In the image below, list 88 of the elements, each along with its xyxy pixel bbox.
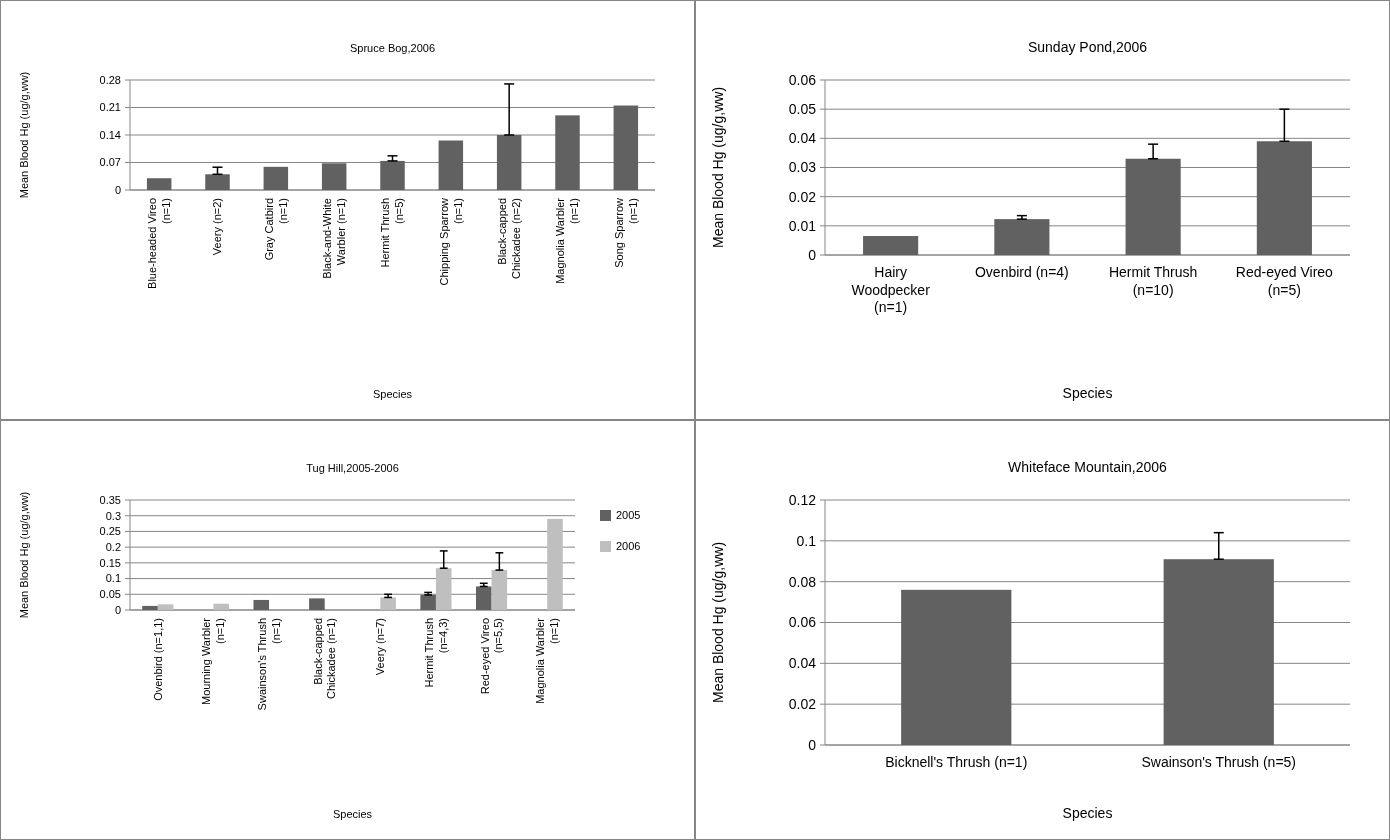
bar	[157, 604, 174, 610]
x-tick-label: Song Sparrow (n=1)	[612, 197, 639, 268]
y-tick-label: 0.05	[788, 101, 817, 118]
bar	[555, 115, 580, 190]
x-axis-title: Species	[332, 808, 373, 820]
y-axis-title: Mean Blood Hg (ug/g,ww)	[710, 541, 726, 704]
y-tick-label: 0.1	[105, 572, 121, 585]
x-tick-label: Hermit Thrush (n=10)	[1108, 264, 1198, 298]
x-tick-label: Blue-headed Vireo (n=1)	[146, 198, 172, 289]
bar	[146, 178, 172, 190]
x-axis-title: Species	[1062, 805, 1113, 821]
x-tick-label: Bicknell's Thrush (n=1)	[885, 754, 1028, 770]
bar	[263, 166, 289, 190]
x-tick-label: Black-and-White Warbler (n=1)	[321, 198, 347, 279]
x-tick-label: Veery (n=7)	[374, 618, 387, 676]
y-tick-label: 0.04	[788, 130, 817, 147]
x-tick-label: Chipping Sparrow (n=1)	[437, 197, 464, 286]
bar	[205, 174, 230, 190]
bar	[475, 586, 492, 610]
bar	[420, 594, 436, 610]
x-tick-label: Veery (n=2)	[211, 198, 224, 256]
bar	[1125, 158, 1181, 255]
y-tick-label: 0.35	[99, 493, 121, 506]
legend-label: 2005	[616, 509, 641, 522]
legend-label: 2006	[616, 540, 641, 553]
y-tick-label: 0.12	[788, 491, 817, 508]
y-tick-label: 0.02	[788, 188, 817, 205]
x-tick-label: Red-eyed Vireo (n=5)	[1235, 264, 1334, 298]
y-tick-label: 0.21	[99, 101, 121, 114]
bar	[438, 140, 464, 190]
bar	[1256, 141, 1312, 255]
bar	[496, 135, 522, 190]
x-tick-label: Black-capped Chickadee (n=1)	[311, 618, 338, 700]
x-tick-label: Magnolia Warbler (n=1)	[554, 197, 581, 284]
y-tick-label: 0.01	[788, 217, 817, 234]
bar	[213, 603, 230, 610]
y-tick-label: 0	[114, 183, 121, 196]
bar	[491, 570, 508, 610]
x-axis-title: Species	[372, 388, 413, 400]
y-tick-label: 0.1	[796, 532, 817, 549]
bar	[435, 568, 452, 610]
bar	[863, 236, 919, 255]
y-tick-label: 0	[114, 603, 121, 616]
y-tick-label: 0.15	[99, 556, 121, 569]
y-tick-label: 0.03	[788, 159, 817, 176]
x-axis-title: Species	[1062, 385, 1113, 401]
y-axis-title: Mean Blood Hg (ug/g,ww)	[18, 71, 30, 199]
x-tick-label: Magnolia Warbler (n=1)	[534, 617, 560, 704]
y-tick-label: 0.05	[99, 588, 121, 601]
y-tick-label: 0.2	[105, 540, 121, 553]
y-tick-label: 0.25	[99, 525, 121, 538]
y-tick-label: 0.07	[99, 156, 121, 169]
bar	[380, 160, 405, 190]
x-tick-label: Hermit Thrush (n=4,3)	[422, 618, 449, 688]
x-tick-label: Hermit Thrush (n=5)	[379, 198, 406, 268]
x-tick-label: Swainson's Thrush (n=1)	[256, 618, 282, 711]
x-tick-label: Ovenbird (n=4)	[974, 264, 1069, 280]
y-tick-label: 0.3	[105, 509, 121, 522]
y-tick-label: 0.08	[788, 573, 817, 590]
bar	[547, 518, 563, 610]
x-tick-label: Black-capped Chickadee (n=2)	[496, 198, 522, 280]
chart-title: Whiteface Mountain,2006	[1008, 459, 1168, 475]
x-tick-label: Ovenbird (n=1,1)	[151, 618, 164, 701]
y-tick-label: 0	[808, 736, 817, 753]
y-tick-label: 0.04	[788, 655, 817, 672]
x-tick-label: Gray Catbird (n=1)	[262, 198, 289, 261]
y-tick-label: 0.14	[99, 128, 121, 141]
y-axis-title: Mean Blood Hg (ug/g,ww)	[18, 491, 30, 619]
y-axis-title: Mean Blood Hg (ug/g,ww)	[710, 86, 726, 249]
chart-title: Spruce Bog,2006	[349, 42, 436, 54]
chart-title: Sunday Pond,2006	[1027, 39, 1148, 55]
x-tick-label: Mourning Warbler (n=1)	[200, 617, 227, 706]
bar	[613, 105, 639, 190]
x-tick-label: Swainson's Thrush (n=5)	[1141, 754, 1297, 770]
y-tick-label: 0.28	[99, 73, 121, 86]
x-tick-label: Red-eyed Vireo (n=5,5)	[478, 618, 505, 695]
bar	[994, 219, 1050, 255]
chart-title: Tug Hill,2005-2006	[306, 462, 399, 474]
bar	[321, 163, 347, 190]
bar	[380, 597, 396, 610]
bar	[253, 599, 270, 610]
y-tick-label: 0.06	[788, 71, 817, 88]
bar	[309, 598, 325, 610]
y-tick-label: 0.06	[788, 614, 817, 631]
y-tick-label: 0.02	[788, 696, 817, 713]
bar	[142, 605, 158, 610]
x-tick-label: Hairy Woodpecker (n=1)	[851, 264, 931, 315]
y-tick-label: 0	[808, 246, 817, 263]
